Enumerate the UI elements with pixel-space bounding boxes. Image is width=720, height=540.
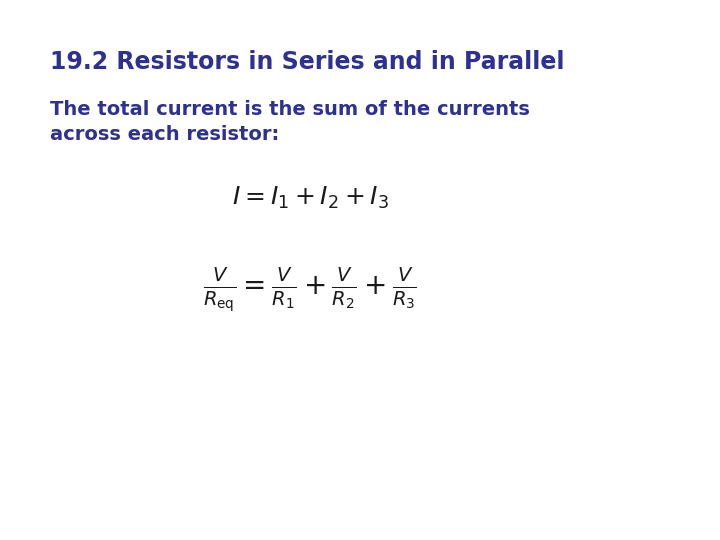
Text: The total current is the sum of the currents: The total current is the sum of the curr… bbox=[50, 100, 530, 119]
Text: across each resistor:: across each resistor: bbox=[50, 125, 279, 144]
Text: $\frac{V}{R_{\rm eq}} = \frac{V}{R_1} + \frac{V}{R_2} + \frac{V}{R_3}$: $\frac{V}{R_{\rm eq}} = \frac{V}{R_1} + … bbox=[203, 265, 417, 314]
Text: 19.2 Resistors in Series and in Parallel: 19.2 Resistors in Series and in Parallel bbox=[50, 50, 564, 74]
Text: $I = I_1 + I_2 + I_3$: $I = I_1 + I_2 + I_3$ bbox=[232, 185, 389, 211]
